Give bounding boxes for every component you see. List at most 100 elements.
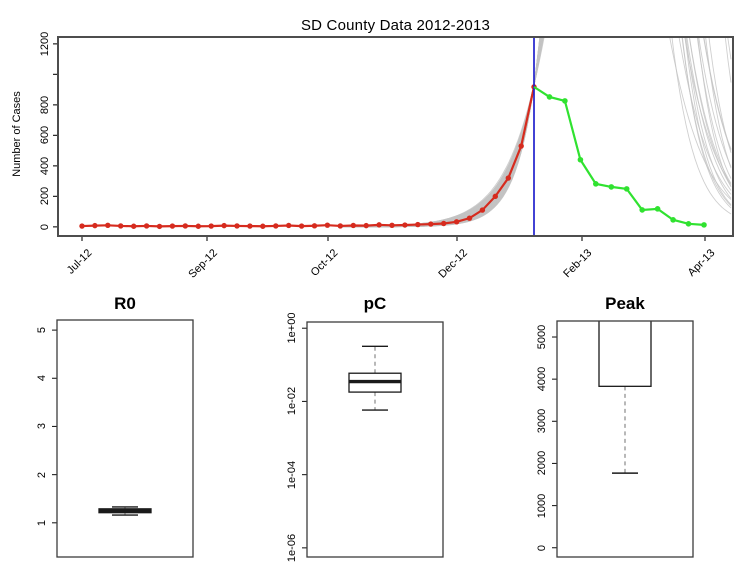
simulation-curve (385, 37, 541, 228)
simulation-curve (356, 37, 542, 228)
simulation-curve (347, 37, 542, 228)
simulation-curve (362, 37, 542, 228)
observed-point (337, 223, 343, 229)
box-group (98, 506, 152, 516)
peak-boxplot-title: Peak (605, 294, 645, 313)
observed-point (311, 223, 318, 229)
projected-point (639, 207, 645, 213)
simulation-curve (344, 37, 543, 228)
observed-point (518, 143, 524, 149)
observed-point (156, 223, 163, 230)
simulation-curve (347, 37, 542, 228)
tick-label: 2 (36, 471, 48, 478)
simulation-curve (344, 37, 542, 228)
tick-label: 4 (36, 375, 48, 382)
simulation-curve (356, 37, 542, 228)
pc-boxplot-title: pC (363, 294, 387, 313)
tick-label: 1e-04 (286, 460, 298, 489)
simulation-curve (341, 37, 543, 228)
projected-point (623, 186, 630, 192)
simulation-curve (341, 37, 732, 228)
observed-point (363, 222, 369, 229)
tick-label: 400 (39, 156, 51, 176)
observed-point (143, 223, 150, 229)
observed-point (466, 215, 473, 221)
simulation-curve (356, 37, 732, 228)
tick-label: 1e-06 (286, 533, 298, 562)
projected-point (670, 217, 676, 223)
observed-point (234, 223, 240, 229)
simulation-curve (365, 37, 542, 228)
simulation-curve (353, 37, 542, 228)
tick-label: 5 (36, 327, 48, 334)
simulation-curve (356, 37, 542, 228)
simulation-curve (383, 37, 541, 228)
plot-border (306, 321, 444, 558)
tick-label: 1e-02 (286, 387, 298, 416)
simulation-curve (362, 37, 542, 228)
simulation-curve (359, 37, 542, 228)
simulation-curve (380, 37, 732, 228)
observed-point (479, 207, 486, 213)
simulation-curve (341, 37, 543, 228)
tick-label: 800 (39, 95, 51, 115)
observed-point (169, 223, 176, 229)
projected-point (608, 184, 615, 190)
projected-point (654, 206, 661, 212)
simulation-curve (365, 37, 542, 228)
observed-point (376, 222, 382, 228)
observed-point (131, 223, 137, 229)
projected-point (685, 221, 692, 227)
simulation-curve (359, 37, 542, 228)
simulation-curve (380, 37, 732, 228)
simulation-curve (374, 37, 541, 228)
iqr-box (598, 321, 652, 387)
simulation-curve (368, 37, 541, 228)
observed-point (273, 223, 279, 229)
main-chart-title: SD County Data 2012-2013 (300, 17, 491, 34)
tick-label: 4000 (536, 366, 548, 392)
simulation-curve (377, 37, 541, 228)
projected-point (593, 181, 599, 187)
observed-point (402, 222, 408, 228)
tick-label: 2000 (536, 451, 548, 476)
main-chart (53, 36, 734, 241)
observed-point (208, 223, 214, 229)
tick-label: 200 (39, 187, 51, 206)
tick-label: 0 (39, 223, 51, 230)
observed-point (492, 193, 498, 200)
plot-border (556, 320, 694, 558)
r0-boxplot (52, 319, 194, 558)
observed-point (79, 223, 85, 229)
simulation-curve (356, 37, 542, 228)
simulation-curve (362, 37, 732, 228)
projected-point (577, 156, 584, 163)
observed-point (428, 221, 434, 227)
simulation-curve (362, 37, 732, 228)
simulation-curve (341, 37, 543, 228)
tick-label: 3000 (536, 409, 548, 434)
observed-point (182, 223, 188, 229)
simulation-curve (344, 37, 542, 228)
simulation-curve (374, 37, 541, 228)
pc-boxplot (302, 321, 444, 558)
tick-label: 5000 (536, 324, 548, 350)
projected-point (562, 98, 568, 104)
observed-point (415, 221, 421, 228)
observed-point (298, 223, 305, 229)
simulation-curve (344, 37, 732, 228)
observed-point (453, 219, 460, 225)
tick-label: 1e+00 (286, 312, 298, 344)
plot-border (57, 36, 734, 237)
simulation-curve (350, 37, 542, 228)
tick-label: 3 (36, 423, 48, 430)
observed-point (221, 222, 227, 229)
tick-label: 1 (36, 519, 48, 526)
simulation-curve (377, 37, 732, 228)
observed-point (350, 222, 356, 229)
simulation-curve (374, 37, 732, 228)
tick-label: 0 (536, 544, 548, 551)
tick-label: 1200 (39, 31, 51, 57)
